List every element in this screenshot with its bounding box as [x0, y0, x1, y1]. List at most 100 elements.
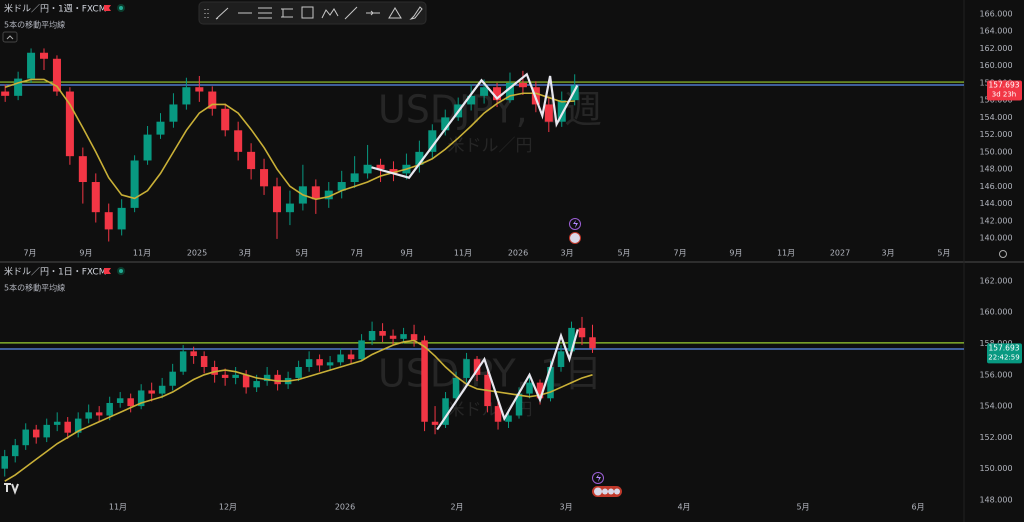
candle-body	[324, 190, 333, 200]
candle-body	[442, 398, 449, 425]
candle-body	[463, 359, 470, 378]
pattern-tool[interactable]	[321, 8, 339, 19]
candle-body	[431, 421, 439, 425]
candle-body	[415, 151, 424, 165]
us-event-icon	[594, 487, 602, 496]
x-tick-label: 4月	[677, 503, 690, 512]
candle-body	[65, 91, 74, 157]
candle-body	[452, 377, 460, 399]
rectangle-tool[interactable]	[301, 6, 314, 19]
candle-body	[169, 104, 178, 122]
x-tick-label: 11月	[109, 503, 127, 512]
candle-body	[518, 82, 527, 88]
measure-tool[interactable]	[388, 7, 402, 19]
candle-body	[505, 82, 514, 101]
us-event-icon	[614, 488, 620, 495]
x-tick-label: 11月	[777, 249, 795, 258]
candle-body	[441, 117, 450, 131]
trend-line-tool[interactable]	[215, 7, 229, 20]
logo[interactable]	[4, 483, 19, 495]
candle-body	[253, 381, 260, 388]
candle-body	[179, 351, 187, 372]
candle-body	[480, 87, 489, 96]
x-tick-label: 2026	[508, 249, 528, 258]
candle-body	[32, 429, 40, 438]
price-label-bg	[987, 343, 1022, 364]
candle-body	[379, 331, 386, 336]
arrow-tool[interactable]	[366, 10, 380, 16]
candle-body	[526, 382, 533, 394]
candle-body	[400, 334, 407, 339]
x-tick-label: 11月	[454, 249, 472, 258]
event-icon[interactable]	[569, 218, 581, 230]
candle-body	[127, 398, 134, 407]
candle-body	[547, 366, 554, 399]
symbol-title[interactable]: 米ドル／円・1日・FXCM	[4, 266, 106, 278]
candle-body	[117, 207, 126, 230]
y-tick-label: 144.000	[979, 199, 1012, 208]
candle-body	[544, 104, 553, 122]
indicator-label[interactable]: 5本の移動平均線	[4, 20, 65, 30]
status-dot-core	[119, 6, 123, 10]
candle-body	[578, 327, 586, 338]
candle-body	[410, 334, 418, 341]
candle-body	[272, 186, 282, 213]
drag-handle[interactable]	[204, 9, 209, 18]
candle-body	[95, 412, 103, 416]
candle-body	[53, 421, 61, 425]
candle-body	[557, 100, 566, 122]
event-icon[interactable]	[592, 472, 604, 484]
y-tick-label: 164.000	[979, 27, 1012, 36]
x-tick-label: 2025	[187, 249, 207, 258]
candle-body	[347, 354, 355, 360]
x-tick-label: 3月	[882, 249, 895, 258]
collapse-button[interactable]	[2, 31, 18, 43]
candle-body	[169, 371, 176, 386]
x-tick-label: 7月	[350, 249, 363, 258]
candle-body	[27, 52, 36, 79]
candle-body	[350, 173, 359, 183]
flag-icon[interactable]	[104, 268, 111, 274]
candle-body	[190, 351, 197, 357]
x-tick-label: 6月	[912, 503, 925, 512]
x-tick-label: 2027	[830, 249, 850, 258]
candle-body	[14, 78, 23, 96]
countdown: 3d 23h	[992, 91, 1016, 99]
candle-body	[570, 85, 579, 101]
indicator-label[interactable]: 5本の移動平均線	[4, 283, 65, 293]
x-tick-label: 5月	[617, 249, 630, 258]
fib-tool[interactable]	[258, 7, 272, 19]
y-tick-label: 152.000	[979, 433, 1012, 442]
candle-body	[337, 182, 346, 191]
candle-body	[260, 169, 269, 187]
symbol-title[interactable]: 米ドル／円・1週・FXCM	[4, 3, 106, 15]
candle-body	[148, 390, 155, 394]
status-dot-core	[119, 269, 123, 273]
x-tick-label: 11月	[133, 249, 151, 258]
y-tick-label: 142.000	[979, 216, 1012, 225]
flag-icon[interactable]	[104, 5, 111, 11]
x-tick-label: 9月	[729, 249, 742, 258]
candle-body	[52, 58, 61, 92]
candle-body	[74, 418, 82, 433]
ray-tool[interactable]	[344, 6, 358, 20]
candle-body	[337, 354, 344, 363]
candle-body	[39, 52, 49, 59]
us-event-icon	[608, 488, 614, 495]
settings-icon[interactable]	[999, 250, 1007, 258]
us-event-icon[interactable]	[569, 232, 581, 244]
candle-body	[116, 398, 124, 403]
candle-body	[130, 160, 139, 208]
parallel-channel-tool[interactable]	[281, 8, 293, 18]
x-tick-label: 9月	[79, 249, 92, 258]
watermark-sub: 米ドル／円	[448, 136, 533, 156]
y-tick-label: 146.000	[979, 182, 1012, 191]
event-bolt	[596, 474, 601, 482]
y-tick-label: 148.000	[979, 495, 1012, 504]
candle-body	[428, 130, 437, 152]
brush-tool[interactable]	[409, 6, 423, 20]
candle-body	[515, 393, 523, 416]
candle-body	[1, 91, 10, 96]
candle-body	[368, 331, 376, 341]
